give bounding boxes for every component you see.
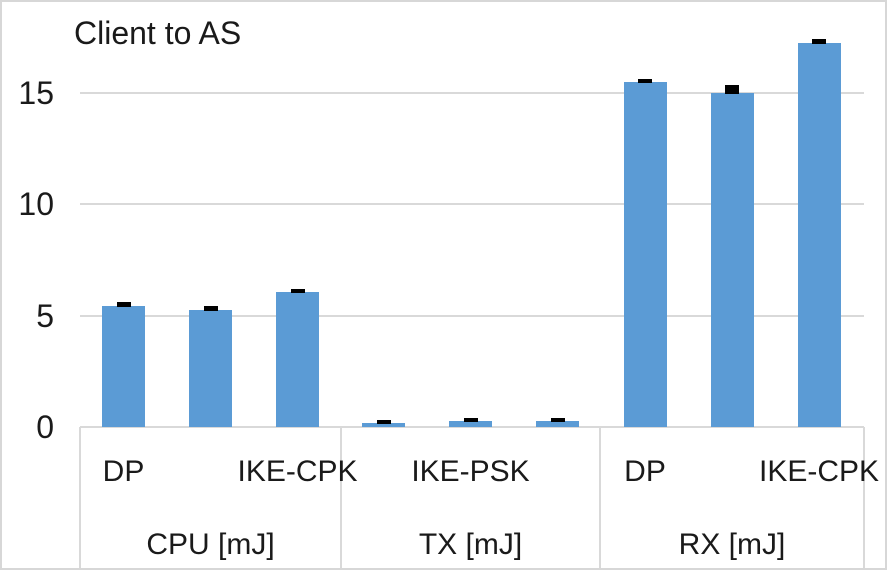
y-tick-label: 0 [36,409,54,445]
gridline [80,315,864,317]
bar [536,421,579,427]
bar [276,292,319,427]
bar-tick-label: IKE-CPK [758,455,880,488]
group-label: RX [mJ] [678,528,786,561]
error-bar [117,302,131,307]
bar-tick-label: IKE-PSK [411,455,530,488]
group-label: TX [mJ] [418,528,523,561]
x-axis-line [80,426,864,428]
bar [711,93,754,427]
y-tick-label: 15 [18,75,54,111]
group-label: CPU [mJ] [146,528,275,561]
category-divider [79,427,81,568]
error-bar [204,306,218,311]
bar [102,306,145,427]
bar-tick-label: DP [102,455,145,488]
error-bar [464,418,478,422]
bar [362,423,405,427]
bar [624,82,667,427]
gridline [80,203,864,205]
bar-tick-label: DP [624,455,666,488]
error-bar [812,39,826,44]
error-bar [377,420,391,424]
error-bar [638,79,652,83]
y-tick-label: 5 [36,298,54,334]
error-bar [551,418,565,422]
gridline [80,92,864,94]
y-tick-label: 10 [18,186,54,222]
category-divider [340,427,342,568]
bar [449,421,492,427]
category-divider [599,427,601,568]
chart-title: Client to AS [74,15,242,51]
category-divider [863,427,865,568]
bar-tick-label: IKE-CPK [237,455,358,488]
error-bar [725,85,739,94]
bar [798,43,841,427]
bar [189,310,232,427]
error-bar [291,289,305,293]
